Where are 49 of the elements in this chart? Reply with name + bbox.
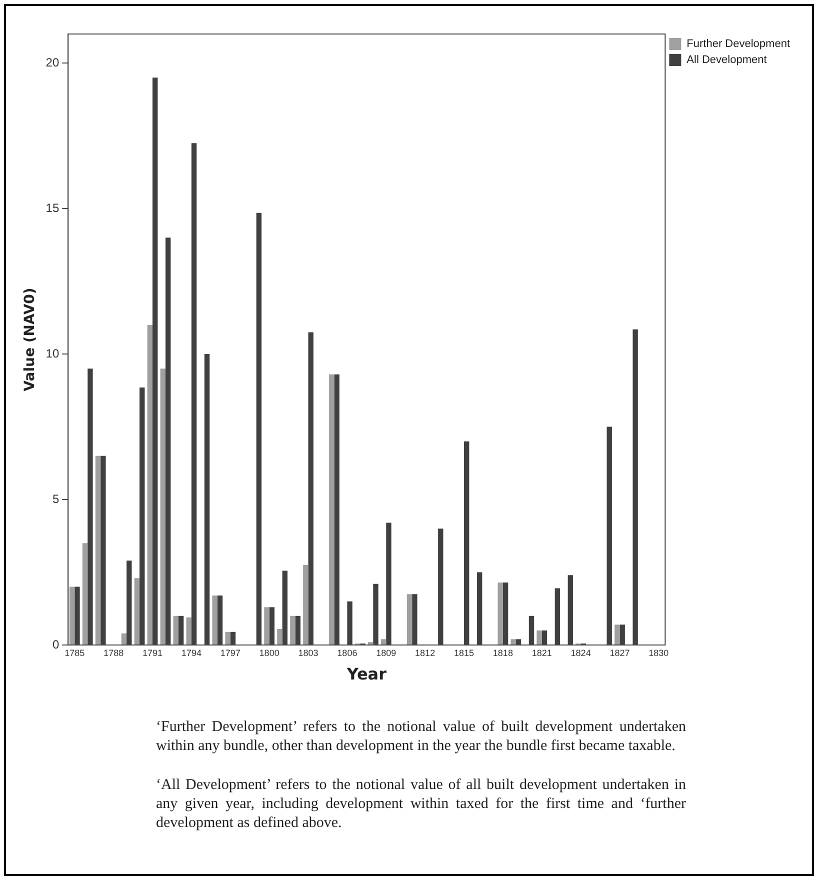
bar (498, 582, 503, 644)
bar (147, 324, 153, 644)
x-tick-label: 1806 (337, 648, 358, 658)
text: ‘All Development’ refers to the notional value of all built development undertaken in any given year, including development within taxed for the first time and ‘further development as defined above. (156, 776, 686, 833)
bar (614, 624, 620, 644)
bar (95, 456, 101, 644)
y-axis-title: Value (NAV0) (22, 288, 38, 392)
x-tick-label: 1818 (492, 648, 513, 658)
x-tick-label: 1800 (259, 648, 280, 658)
bar (380, 639, 386, 644)
x-tick-label: 1815 (454, 648, 474, 658)
x-tick-label: 1809 (376, 648, 396, 658)
x-tick-label: 1791 (142, 648, 163, 658)
y-tick-label: 15 (46, 200, 60, 215)
bar (536, 630, 542, 644)
bar (186, 617, 192, 644)
bar (290, 616, 296, 644)
bar (134, 578, 140, 644)
x-axis-title: Year (346, 664, 387, 684)
x-tick-label: 1803 (298, 648, 318, 658)
bar (69, 586, 75, 644)
bar (303, 564, 308, 644)
y-tick-label: 10 (46, 346, 60, 360)
bar (264, 607, 270, 644)
text: ‘Further Development’ refers to the notional value of built development undertaken within any bundle, other than development in the year the bundle first became taxable. (156, 718, 686, 756)
y-tick-label: 5 (52, 492, 60, 506)
legend-label: Further Development (686, 38, 790, 50)
x-tick-label: 1824 (570, 648, 591, 658)
bar (82, 543, 88, 644)
y-tick-label: 20 (46, 55, 60, 70)
legend-label: All Development (686, 54, 767, 66)
x-tick-label: 1827 (610, 648, 630, 658)
x-tick-label: 1794 (181, 648, 202, 658)
bar (329, 374, 334, 644)
bar (510, 639, 516, 644)
x-tick-label: 1797 (220, 648, 240, 658)
bar (160, 368, 166, 644)
x-tick-label: 1830 (648, 648, 669, 658)
bar (121, 633, 127, 644)
bar (212, 596, 218, 644)
bar (225, 632, 230, 644)
bar (173, 616, 178, 644)
x-tick-label: 1788 (104, 648, 124, 658)
y-tick-label: 0 (52, 637, 60, 652)
bar (277, 628, 282, 644)
x-tick-label: 1821 (532, 648, 552, 658)
bar (406, 594, 412, 644)
x-tick-label: 1785 (64, 648, 85, 658)
x-tick-label: 1812 (415, 648, 436, 658)
